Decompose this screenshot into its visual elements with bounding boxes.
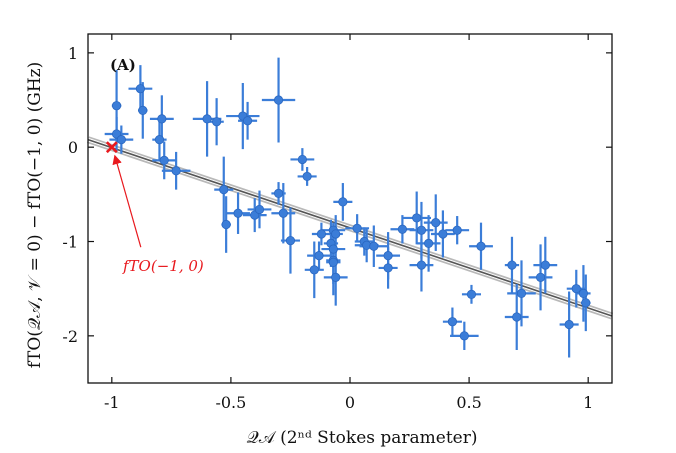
data-point bbox=[581, 298, 591, 308]
data-point bbox=[242, 116, 253, 126]
data-point bbox=[328, 244, 338, 254]
reference-marker-stroke bbox=[105, 141, 118, 154]
data-point bbox=[476, 241, 486, 251]
data-point bbox=[212, 117, 222, 127]
data-point bbox=[369, 241, 379, 251]
x-axis-title: 𝒬𝒜 (2ⁿᵈ Stokes parameter) bbox=[246, 428, 477, 448]
data-point bbox=[383, 251, 393, 261]
data-point bbox=[423, 238, 434, 248]
y-tick-label: -2 bbox=[62, 327, 78, 346]
data-point bbox=[331, 272, 341, 282]
data-point bbox=[540, 260, 550, 270]
data-point bbox=[111, 101, 122, 111]
data-point bbox=[571, 284, 581, 294]
data-point bbox=[254, 204, 265, 215]
data-point bbox=[233, 208, 243, 218]
data-point bbox=[512, 312, 522, 322]
data-point bbox=[221, 219, 231, 230]
plot-frame bbox=[87, 33, 613, 384]
data-point bbox=[416, 225, 427, 235]
data-point bbox=[578, 288, 589, 298]
data-point bbox=[302, 171, 312, 182]
x-tick-label: 1 bbox=[583, 393, 593, 412]
data-point bbox=[564, 319, 574, 330]
data-point bbox=[516, 288, 527, 298]
data-point bbox=[157, 114, 167, 124]
data-point bbox=[431, 218, 441, 228]
data-point bbox=[535, 272, 546, 282]
data-point bbox=[452, 225, 462, 235]
reference-arrow bbox=[112, 154, 142, 248]
data-point bbox=[412, 213, 422, 223]
x-tick-label: 0.5 bbox=[456, 393, 481, 412]
x-tick-label: -0.5 bbox=[215, 393, 246, 412]
data-point bbox=[159, 155, 169, 165]
data-point bbox=[438, 229, 448, 239]
data-point bbox=[202, 114, 212, 124]
data-point bbox=[397, 224, 407, 234]
y-tick-label: 1 bbox=[68, 44, 78, 63]
y-axis-title: fTO(𝒬𝒜, 𝒱 = 0) − fTO(−1, 0) (GHz) bbox=[25, 62, 45, 369]
data-point bbox=[383, 263, 393, 273]
data-point bbox=[285, 235, 296, 246]
data-point bbox=[328, 257, 338, 267]
data-point bbox=[309, 265, 319, 275]
data-point bbox=[507, 260, 517, 270]
data-point bbox=[278, 208, 288, 218]
reference-point-label: fTO(−1, 0) bbox=[122, 257, 204, 275]
panel-label: (A) bbox=[110, 56, 136, 74]
data-point bbox=[316, 229, 327, 239]
data-point bbox=[297, 154, 307, 165]
data-point bbox=[338, 197, 348, 207]
data-point bbox=[116, 135, 126, 145]
data-point bbox=[416, 260, 427, 270]
data-point bbox=[273, 95, 284, 105]
x-tick-label: -1 bbox=[104, 393, 120, 412]
data-point bbox=[459, 331, 469, 341]
data-point bbox=[273, 188, 284, 199]
x-tick-label: 0 bbox=[345, 393, 355, 412]
data-point bbox=[219, 185, 229, 195]
data-point bbox=[331, 229, 341, 239]
y-tick-label: 0 bbox=[68, 138, 78, 157]
data-point bbox=[352, 223, 362, 233]
y-tick-label: -1 bbox=[62, 233, 78, 252]
data-point bbox=[138, 105, 148, 116]
data-point bbox=[447, 317, 458, 327]
data-point bbox=[135, 84, 145, 94]
data-point bbox=[154, 135, 165, 145]
data-point bbox=[314, 251, 324, 261]
data-point bbox=[171, 166, 181, 176]
data-point bbox=[466, 289, 477, 299]
